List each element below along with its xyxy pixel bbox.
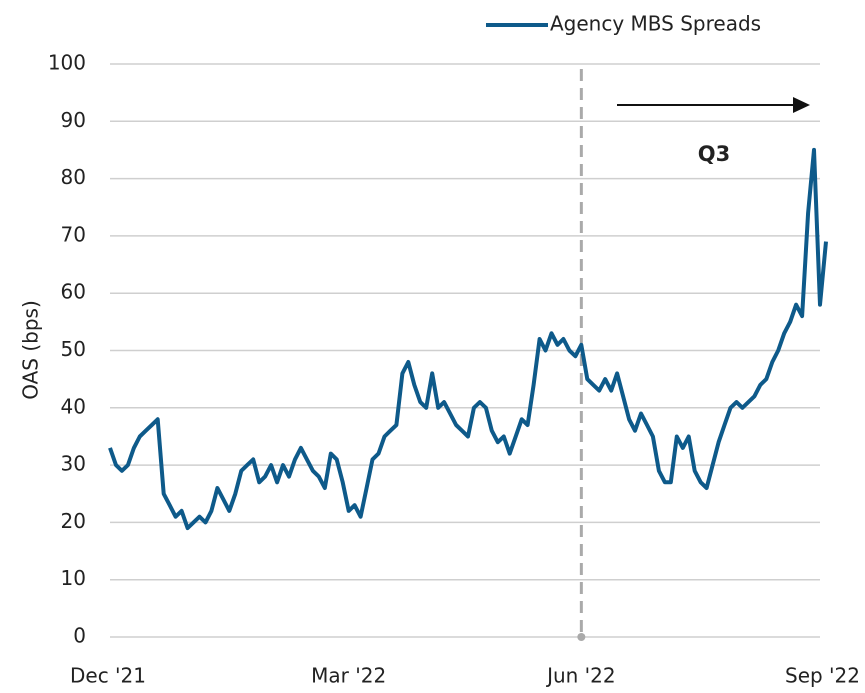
y-tick-label: 30 (61, 452, 86, 476)
y-tick-label: 0 (73, 624, 86, 648)
y-tick-label: 40 (61, 394, 86, 418)
y-tick-label: 90 (61, 108, 86, 132)
annotation: Q3 (698, 142, 730, 166)
x-tick-label: Jun '22 (545, 664, 616, 688)
y-tick-label: 100 (48, 51, 86, 75)
x-tick-label: Mar '22 (311, 664, 386, 688)
y-tick-label: 80 (61, 165, 86, 189)
y-tick-label: 60 (61, 280, 86, 304)
x-tick-label: Dec '21 (70, 664, 146, 688)
x-tick-label: Sep '22 (785, 664, 860, 688)
reference-dot (577, 633, 586, 641)
arrow-head (793, 97, 810, 113)
data-line (108, 147, 828, 531)
y-tick-label: 50 (61, 337, 86, 361)
y-tick-label: 10 (61, 566, 86, 590)
legend-label: Agency MBS Spreads (550, 12, 761, 36)
y-tick-label: 70 (61, 222, 86, 246)
y-axis-label: OAS (bps) (19, 300, 43, 400)
y-tick-label: 20 (61, 509, 86, 533)
